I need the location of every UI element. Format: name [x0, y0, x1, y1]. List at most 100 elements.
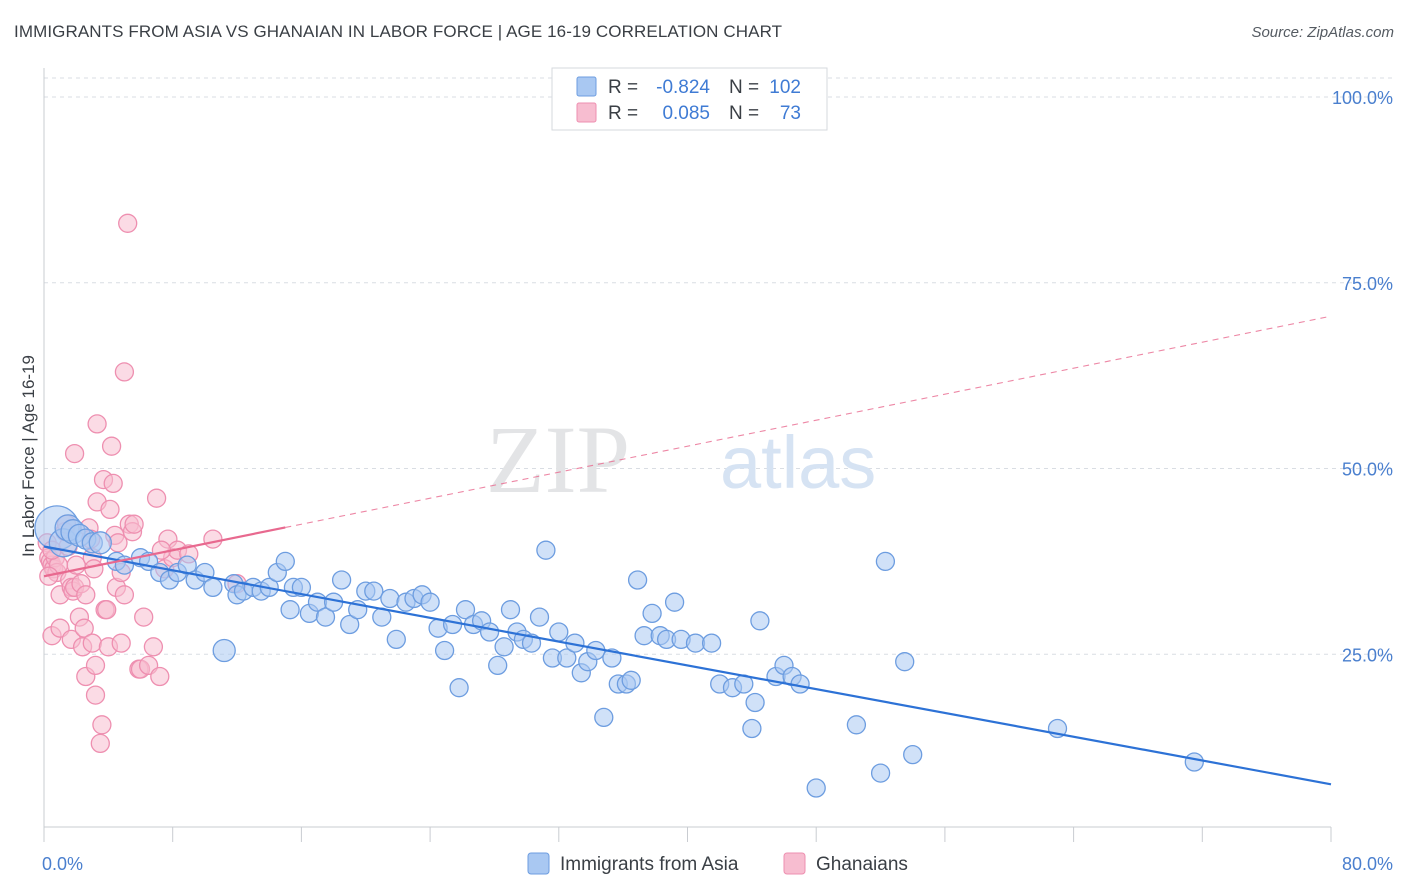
- ghanaians-point: [85, 655, 106, 676]
- immigrants-from-asia-point: [315, 607, 336, 627]
- stats-box: R = -0.824 N = 102 R = 0.085 N = 73: [551, 67, 828, 131]
- immigrants-from-asia-point: [364, 581, 384, 601]
- immigrants-from-asia-point: [442, 614, 463, 635]
- immigrants-from-asia-point: [664, 592, 685, 612]
- immigrants-from-asia-point: [275, 551, 295, 572]
- ghanaians-point: [87, 414, 107, 434]
- immigrants-from-asia-point: [627, 570, 648, 590]
- y-tick-labels: 25.0% 50.0% 75.0% 100.0%: [1332, 88, 1393, 665]
- series-ghanaians: [37, 213, 247, 754]
- ghanaians-point: [84, 559, 104, 579]
- ghanaians-point: [114, 362, 135, 382]
- immigrants-from-asia-point: [529, 607, 550, 627]
- immigrants-from-asia-point: [870, 763, 891, 783]
- immigrants-from-asia-point: [557, 648, 577, 668]
- y-axis-title: In Labor Force | Age 16-19: [19, 355, 38, 557]
- immigrants-from-asia-point: [500, 600, 521, 620]
- immigrants-from-asia-point: [386, 629, 406, 650]
- watermark-zip: ZIP: [486, 406, 630, 513]
- stats-r-label-blue: R =: [608, 77, 638, 98]
- stats-box-frame: [551, 67, 828, 131]
- immigrants-from-asia-point: [895, 652, 915, 672]
- ghanaians-point: [100, 499, 120, 520]
- trend-lines: [43, 315, 1332, 786]
- ghanaians-point: [150, 666, 170, 687]
- stats-r-value-pink: 0.085: [662, 103, 710, 124]
- ghanaians-point: [64, 443, 85, 464]
- ghanaians-point: [118, 213, 138, 233]
- legend: Immigrants from Asia Ghanaians: [527, 852, 908, 875]
- ghanaians-point: [101, 436, 122, 456]
- immigrants-from-asia-point: [291, 577, 312, 598]
- immigrants-from-asia-point: [750, 611, 770, 631]
- y-tick-label: 25.0%: [1342, 645, 1393, 665]
- y-tick-label: 75.0%: [1342, 274, 1393, 294]
- stats-n-label-pink: N =: [729, 103, 759, 124]
- trend-line-ghanaians-dashed: [285, 315, 1332, 529]
- ghanaians-point: [97, 600, 117, 620]
- ghanaians-point: [114, 585, 135, 605]
- immigrants-from-asia-point: [280, 600, 300, 620]
- immigrants-from-asia-point: [621, 670, 641, 690]
- immigrants-from-asia-point: [642, 603, 662, 624]
- immigrants-from-asia-point: [380, 588, 400, 609]
- ghanaians-point: [111, 633, 131, 653]
- stats-n-label-blue: N =: [729, 77, 759, 98]
- immigrants-from-asia-point: [434, 640, 455, 661]
- immigrants-from-asia-point: [494, 637, 514, 657]
- chart-title: IMMIGRANTS FROM ASIA VS GHANAIAN IN LABO…: [14, 22, 783, 41]
- immigrants-from-asia-point: [479, 622, 500, 642]
- immigrants-from-asia-point: [634, 626, 654, 646]
- legend-label-ghanaians: Ghanaians: [816, 854, 908, 875]
- immigrants-from-asia-point: [488, 655, 508, 676]
- source-credit: Source: ZipAtlas.com: [1251, 24, 1394, 41]
- watermark-atlas: atlas: [720, 421, 876, 504]
- watermark: ZIP atlas: [486, 406, 876, 513]
- y-tick-label: 50.0%: [1342, 460, 1393, 480]
- immigrants-from-asia-point: [212, 638, 236, 663]
- x-tick-labels: 0.0% 80.0%: [42, 854, 1393, 874]
- ghanaians-point: [124, 514, 144, 534]
- ghanaians-point: [74, 618, 94, 638]
- ghanaians-point: [143, 637, 164, 657]
- immigrants-from-asia-point: [742, 718, 762, 739]
- trend-line-immigrants-from-asia: [43, 545, 1332, 786]
- ghanaians-point: [85, 685, 106, 705]
- immigrants-from-asia-point: [177, 555, 197, 575]
- immigrants-from-asia-point: [685, 633, 706, 653]
- y-tick-label: 100.0%: [1332, 88, 1393, 108]
- immigrants-from-asia-point: [331, 570, 352, 590]
- legend-swatch-immigrants-from-asia: [527, 852, 550, 875]
- stats-n-value-blue: 102: [769, 77, 801, 98]
- ghanaians-point: [146, 488, 167, 508]
- immigrants-from-asia-point: [745, 692, 765, 713]
- immigrants-from-asia-point: [1184, 752, 1204, 772]
- trend-line-ghanaians-solid: [43, 526, 286, 578]
- stats-r-value-blue: -0.824: [656, 77, 710, 98]
- stats-n-value-pink: 73: [780, 103, 801, 124]
- stats-r-label-pink: R =: [608, 103, 638, 124]
- ghanaians-point: [90, 733, 110, 754]
- series-immigrants-from-asia: [34, 505, 1204, 798]
- immigrants-from-asia-point: [203, 577, 223, 598]
- immigrants-from-asia-point: [536, 540, 556, 560]
- immigrants-from-asia-point: [903, 744, 923, 765]
- immigrants-from-asia-point: [455, 600, 476, 620]
- immigrants-from-asia-point: [701, 633, 722, 653]
- immigrants-from-asia-point: [602, 648, 622, 668]
- immigrants-from-asia-point: [549, 622, 569, 642]
- ghanaians-point: [134, 607, 154, 627]
- immigrants-from-asia-point: [420, 592, 440, 612]
- immigrants-from-asia-point: [449, 678, 469, 698]
- immigrants-from-asia-point: [340, 614, 360, 635]
- x-tick-label: 0.0%: [42, 854, 83, 874]
- immigrants-from-asia-point: [521, 633, 542, 653]
- stats-swatch-pink: [576, 102, 597, 123]
- axes: [43, 68, 1332, 842]
- x-tick-label: 80.0%: [1342, 854, 1393, 874]
- ghanaians-point: [203, 529, 223, 549]
- ghanaians-point: [76, 585, 96, 605]
- stats-swatch-blue: [576, 76, 597, 97]
- ghanaians-point: [82, 633, 102, 653]
